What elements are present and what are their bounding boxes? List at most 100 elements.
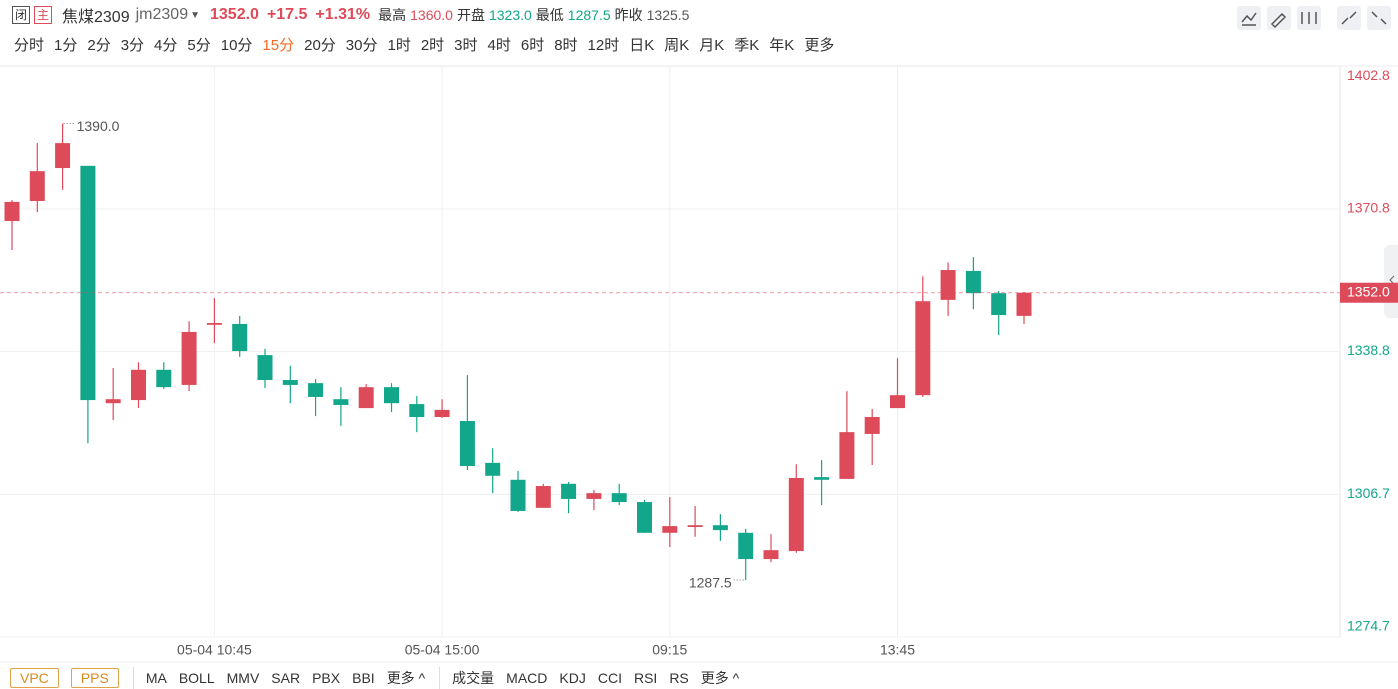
period-tab[interactable]: 分时 — [14, 37, 45, 54]
indicator[interactable]: MMV — [226, 670, 260, 686]
candle-body — [965, 270, 981, 294]
icon-button[interactable] — [1337, 6, 1361, 30]
stat-label: 昨收 — [614, 7, 643, 23]
indicator[interactable]: 更多 ^ — [700, 670, 740, 686]
period-tab[interactable]: 15分 — [262, 37, 295, 54]
period-tab[interactable]: 月K — [699, 37, 725, 54]
price: 1352.0 — [210, 6, 259, 23]
period-tab[interactable]: 周K — [664, 37, 690, 54]
x-tick-label: 05-04 15:00 — [405, 642, 480, 658]
candle-body — [55, 143, 71, 169]
indicator[interactable]: PBX — [312, 670, 341, 686]
indicator[interactable]: SAR — [271, 670, 301, 686]
indicator[interactable]: MA — [145, 670, 167, 686]
period-tab[interactable]: 1分 — [54, 37, 78, 54]
stat-value: 1323.0 — [488, 7, 532, 23]
candle-body — [80, 165, 96, 401]
change-pct: +1.31% — [315, 6, 371, 23]
candle-body — [105, 399, 121, 404]
candle-body — [485, 462, 501, 476]
symbol-code[interactable]: jm2309 — [135, 6, 189, 23]
change: +17.5 — [266, 6, 308, 23]
candle-body — [535, 486, 551, 508]
annotation-label: 1390.0 — [77, 118, 120, 134]
separator — [132, 667, 134, 689]
candle-body — [915, 301, 931, 396]
candle-body — [890, 395, 905, 409]
stat-value: 1360.0 — [410, 7, 453, 23]
candle-body — [991, 293, 1007, 316]
period-tab[interactable]: 2时 — [420, 37, 445, 54]
indicator[interactable]: 更多 ^ — [386, 670, 426, 686]
candle-body — [586, 493, 602, 499]
candle-body — [611, 493, 627, 503]
icon-glyphs — [1241, 11, 1387, 29]
indicator[interactable]: 成交量 — [452, 670, 495, 686]
indicator[interactable]: RSI — [633, 670, 658, 686]
period-tab[interactable]: 日K — [629, 37, 655, 54]
indicator[interactable]: BOLL — [178, 670, 215, 686]
period-tab[interactable]: 4时 — [487, 37, 511, 54]
last-price-box — [1340, 282, 1398, 303]
indicator-box[interactable]: PPS — [70, 668, 119, 688]
x-tick-label: 05-04 10:45 — [177, 642, 252, 658]
period-tab[interactable]: 20分 — [304, 37, 336, 54]
period-tab[interactable]: 6时 — [520, 37, 545, 54]
indicator-bar: VPC PPS MA BOLL MMV SAR PBX BBI 更多 ^ 成交量 MACD KDJ CC… — [10, 667, 751, 689]
period-tab[interactable]: 4分 — [154, 37, 178, 54]
period-tab[interactable]: 12时 — [587, 37, 620, 54]
y-tick-label: 1306.7 — [1347, 485, 1390, 501]
dropdown-arrow[interactable]: ▼ — [190, 9, 200, 21]
period-tab[interactable]: 5分 — [187, 37, 211, 54]
candle-body — [712, 525, 728, 531]
candle-body — [839, 432, 855, 479]
candle-body — [384, 387, 399, 404]
indicator[interactable]: CCI — [597, 670, 622, 686]
period-tab[interactable]: 1时 — [387, 37, 411, 54]
candle-body — [1016, 292, 1032, 316]
period-tab[interactable]: 8时 — [554, 37, 578, 54]
stat-label: 开盘 — [456, 7, 485, 23]
stat-label: 最低 — [535, 7, 564, 23]
period-tab[interactable]: 3分 — [120, 37, 145, 54]
toolbar-icons[interactable] — [1237, 6, 1391, 30]
period-tab[interactable]: 年K — [769, 37, 795, 54]
period-tab[interactable]: 10分 — [220, 37, 253, 54]
stat-value: 1287.5 — [567, 7, 611, 23]
mode-tag[interactable]: 主 — [34, 6, 52, 24]
candle-body — [156, 369, 172, 388]
candle-body — [434, 409, 450, 417]
annotation-label: 1287.5 — [689, 575, 732, 591]
y-tick-label: 1338.8 — [1347, 342, 1390, 358]
indicator[interactable]: MACD — [506, 670, 548, 686]
candle-body — [763, 550, 779, 560]
candle-body — [308, 383, 324, 397]
period-tab[interactable]: 3时 — [454, 37, 478, 54]
period-tab[interactable]: 30分 — [345, 37, 378, 54]
indicator[interactable]: BBI — [352, 670, 375, 686]
indicator[interactable]: RS — [669, 670, 689, 686]
candle-body — [131, 369, 146, 401]
y-tick-label: 1402.8 — [1347, 67, 1390, 83]
indicator-box[interactable]: VPC — [10, 668, 59, 688]
period-tab[interactable]: 2分 — [87, 37, 111, 54]
candle-body — [459, 421, 475, 466]
candle-body — [333, 399, 349, 405]
last-price-label: 1352.0 — [1347, 283, 1390, 299]
period-tab[interactable]: 季K — [734, 37, 760, 54]
icon-button[interactable] — [1367, 6, 1391, 30]
y-tick-label: 1274.7 — [1347, 618, 1390, 634]
candle-body — [510, 479, 526, 511]
candle-body — [232, 323, 248, 352]
candle-body — [637, 502, 652, 533]
candle-body — [864, 416, 880, 434]
indicator[interactable]: KDJ — [559, 670, 586, 686]
candle-body — [358, 387, 374, 409]
header: 闭 主 焦煤2309 jm2309 ▼ 1352.0 +17.5 +1.31% … — [12, 3, 693, 27]
period-tab[interactable]: 更多 — [804, 37, 835, 54]
candle-body — [4, 201, 20, 222]
stat-label: 最高 — [378, 7, 407, 23]
candle-body — [409, 404, 425, 417]
